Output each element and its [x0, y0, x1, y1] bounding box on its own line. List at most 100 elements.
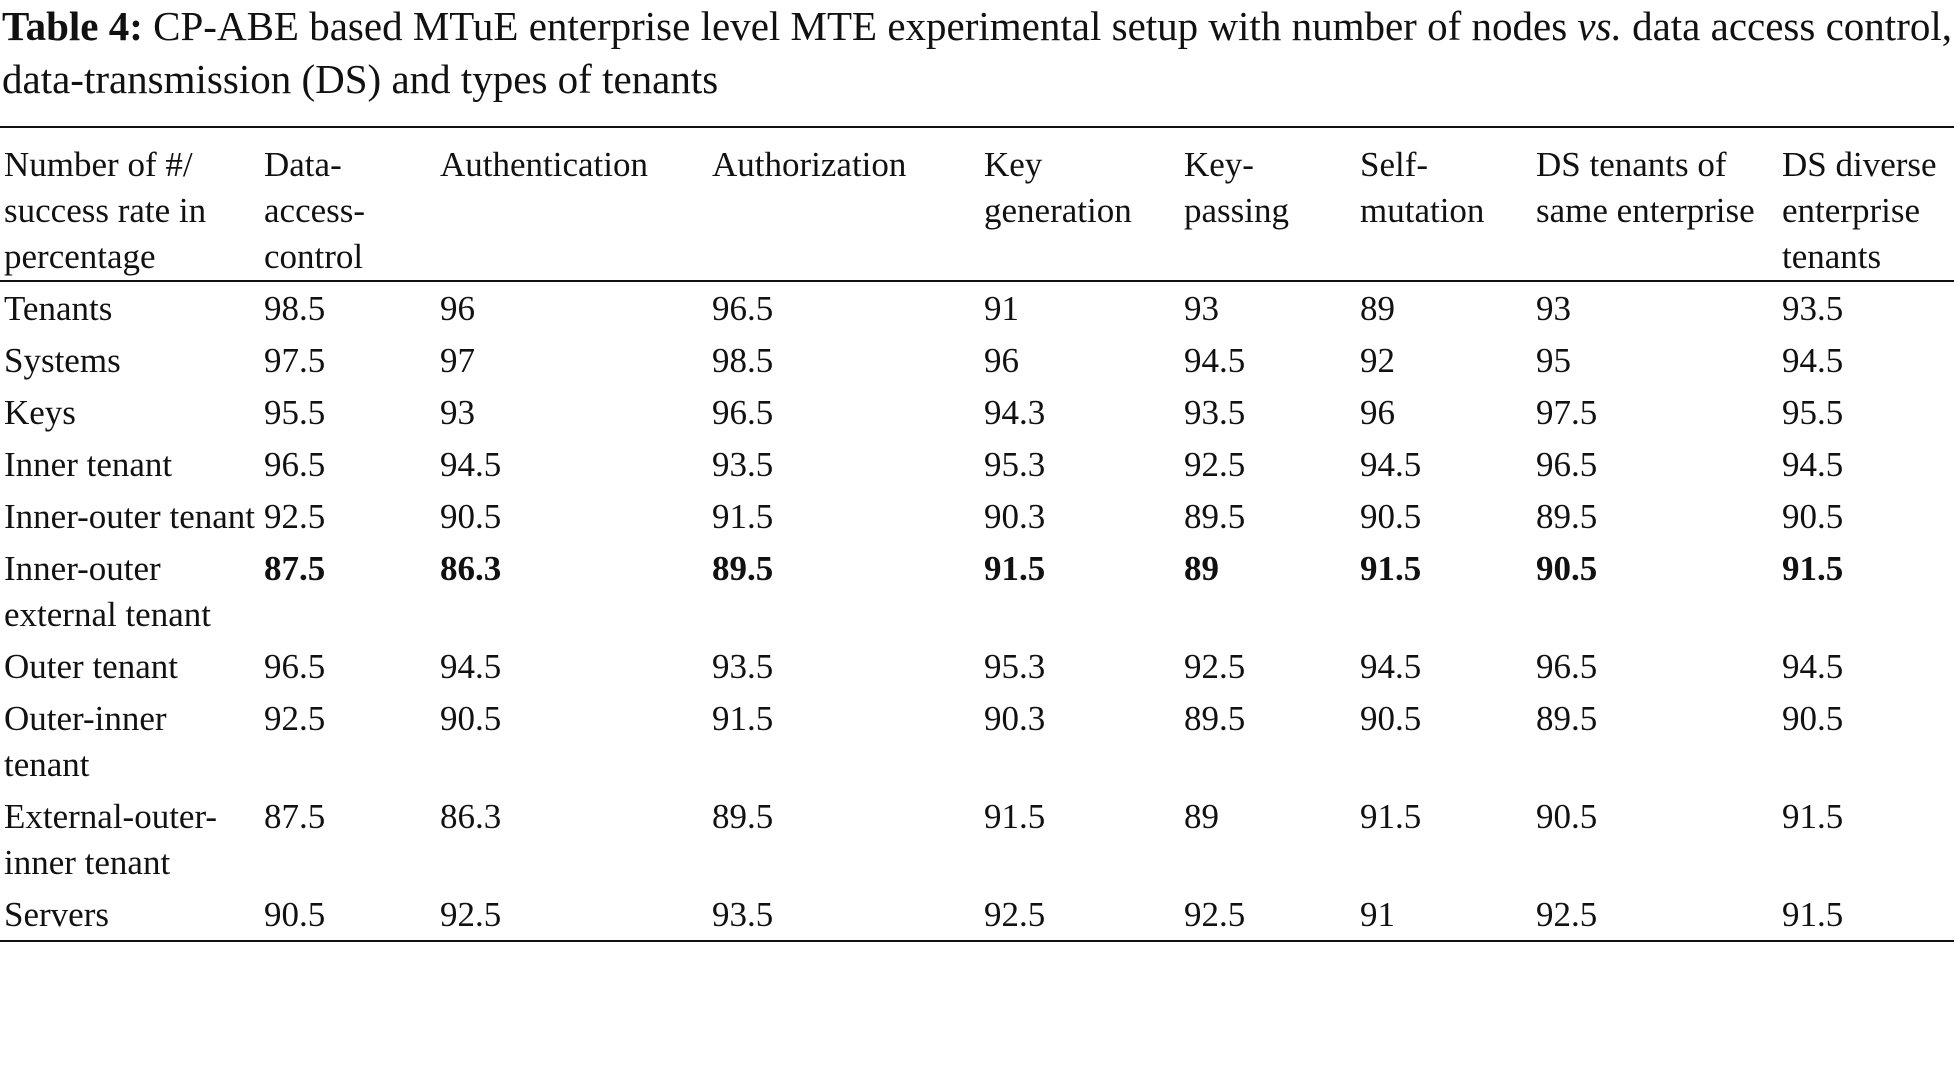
- column-header: Self-mutation: [1360, 145, 1485, 230]
- table-cell: 89.5: [1184, 699, 1246, 738]
- row-label: Outer tenant: [4, 647, 178, 686]
- table-cell: 98.5: [712, 341, 774, 380]
- table-cell: 87.5: [264, 549, 326, 588]
- table-cell: 89.5: [1184, 497, 1246, 536]
- table-row: Inner-outer external tenant 87.5 86.3 89.5 9…: [0, 542, 1954, 640]
- table-cell: 91: [1360, 895, 1395, 934]
- table-cell: 94.5: [1782, 647, 1844, 686]
- table-cell: 90.5: [1536, 797, 1598, 836]
- table-cell: 91.5: [712, 497, 774, 536]
- table-row: Systems 97.5 97 98.5 96 94.5 92 95 94.5: [0, 334, 1954, 386]
- table-cell: 91.5: [1782, 895, 1844, 934]
- table-cell: 94.5: [1360, 647, 1422, 686]
- table-body: Tenants 98.5 96 96.5 91 93 89 93 93.5 Systems 97.5…: [0, 281, 1954, 941]
- table-cell: 97: [440, 341, 475, 380]
- table-cell: 96.5: [264, 445, 326, 484]
- table-cell: 96.5: [712, 289, 774, 328]
- table-cell: 89: [1184, 549, 1219, 588]
- table-cell: 96: [984, 341, 1019, 380]
- table-row: Inner-outer tenant 92.5 90.5 91.5 90.3 89.5 90…: [0, 490, 1954, 542]
- table-cell: 90.5: [1360, 699, 1422, 738]
- table-row: External-outer-inner tenant 87.5 86.3 89.5 9…: [0, 790, 1954, 888]
- table-cell: 94.5: [1360, 445, 1422, 484]
- table-cell: 94.5: [440, 445, 502, 484]
- column-header: DS tenants of same enterprise: [1536, 145, 1755, 230]
- table-cell: 94.5: [1782, 341, 1844, 380]
- header-row: Number of #/ success rate in percentage …: [0, 127, 1954, 281]
- table-cell: 97.5: [264, 341, 326, 380]
- row-label: Servers: [4, 895, 109, 934]
- table-cell: 91.5: [1782, 797, 1844, 836]
- table-header: Number of #/ success rate in percentage …: [0, 127, 1954, 281]
- table-cell: 93.5: [1184, 393, 1246, 432]
- table-cell: 97.5: [1536, 393, 1598, 432]
- column-header: Data-access-control: [264, 145, 366, 276]
- column-header: Key-passing: [1184, 145, 1289, 230]
- column-header: Key generation: [984, 145, 1132, 230]
- table-cell: 92.5: [264, 497, 326, 536]
- table-cell: 90.5: [1782, 699, 1844, 738]
- table-cell: 95.3: [984, 647, 1046, 686]
- table-cell: 94.5: [1184, 341, 1246, 380]
- table-cell: 94.3: [984, 393, 1046, 432]
- table-caption-text-b: data access control, data-transmission (…: [2, 3, 1952, 102]
- table-row: Outer tenant 96.5 94.5 93.5 95.3 92.5 94.5 96.5…: [0, 640, 1954, 692]
- table-cell: 95.5: [264, 393, 326, 432]
- table-cell: 86.3: [440, 797, 502, 836]
- table-cell: 91.5: [712, 699, 774, 738]
- table-row: Keys 95.5 93 96.5 94.3 93.5 96 97.5 95.5: [0, 386, 1954, 438]
- table-cell: 90.5: [1782, 497, 1844, 536]
- table-cell: 90.3: [984, 497, 1046, 536]
- row-label: Tenants: [4, 289, 113, 328]
- column-header: Authentication: [440, 145, 649, 184]
- table-cell: 96.5: [1536, 647, 1598, 686]
- table-cell: 95.5: [1782, 393, 1844, 432]
- table-cell: 92: [1360, 341, 1395, 380]
- table-cell: 86.3: [440, 549, 502, 588]
- table-cell: 91.5: [1782, 549, 1844, 588]
- table-cell: 93.5: [712, 647, 774, 686]
- table-row: Outer-inner tenant 92.5 90.5 91.5 90.3 89.5 90…: [0, 692, 1954, 790]
- table-cell: 89: [1360, 289, 1395, 328]
- table-caption-text-a: CP-ABE based MTuE enterprise level MTE e…: [142, 3, 1578, 49]
- table-cell: 89.5: [712, 797, 774, 836]
- table-cell: 89.5: [1536, 699, 1598, 738]
- table-cell: 90.5: [1536, 549, 1598, 588]
- row-label: Systems: [4, 341, 121, 380]
- column-header: Authorization: [712, 145, 907, 184]
- table-cell: 96.5: [264, 647, 326, 686]
- row-label: External-outer-inner tenant: [4, 797, 218, 882]
- table-cell: 87.5: [264, 797, 326, 836]
- table-cell: 91: [984, 289, 1019, 328]
- table-caption-vs: vs.: [1577, 3, 1622, 49]
- results-table: Number of #/ success rate in percentage …: [0, 126, 1954, 942]
- table-cell: 93.5: [712, 895, 774, 934]
- table-cell: 96: [440, 289, 475, 328]
- table-cell: 93.5: [712, 445, 774, 484]
- table-cell: 91.5: [1360, 549, 1422, 588]
- table-caption-label: Table 4:: [2, 3, 143, 49]
- table-caption: Table 4: CP-ABE based MTuE enterprise le…: [2, 0, 1952, 106]
- table-cell: 93: [440, 393, 475, 432]
- row-label: Inner-outer tenant: [4, 497, 255, 536]
- table-cell: 96.5: [1536, 445, 1598, 484]
- table-cell: 92.5: [1184, 445, 1246, 484]
- table-row: Inner tenant 96.5 94.5 93.5 95.3 92.5 94.5 96.5…: [0, 438, 1954, 490]
- table-cell: 95.3: [984, 445, 1046, 484]
- table-cell: 90.3: [984, 699, 1046, 738]
- table-cell: 96: [1360, 393, 1395, 432]
- table-row: Tenants 98.5 96 96.5 91 93 89 93 93.5: [0, 281, 1954, 334]
- table-cell: 89.5: [712, 549, 774, 588]
- table-cell: 91.5: [984, 797, 1046, 836]
- table-cell: 91.5: [984, 549, 1046, 588]
- table-cell: 92.5: [264, 699, 326, 738]
- column-header: DS diverse enterprise tenants: [1782, 145, 1937, 276]
- table-cell: 96.5: [712, 393, 774, 432]
- table-cell: 93: [1184, 289, 1219, 328]
- table-cell: 94.5: [440, 647, 502, 686]
- table-cell: 92.5: [1184, 647, 1246, 686]
- table-cell: 89: [1184, 797, 1219, 836]
- table-cell: 92.5: [1184, 895, 1246, 934]
- table-cell: 90.5: [440, 497, 502, 536]
